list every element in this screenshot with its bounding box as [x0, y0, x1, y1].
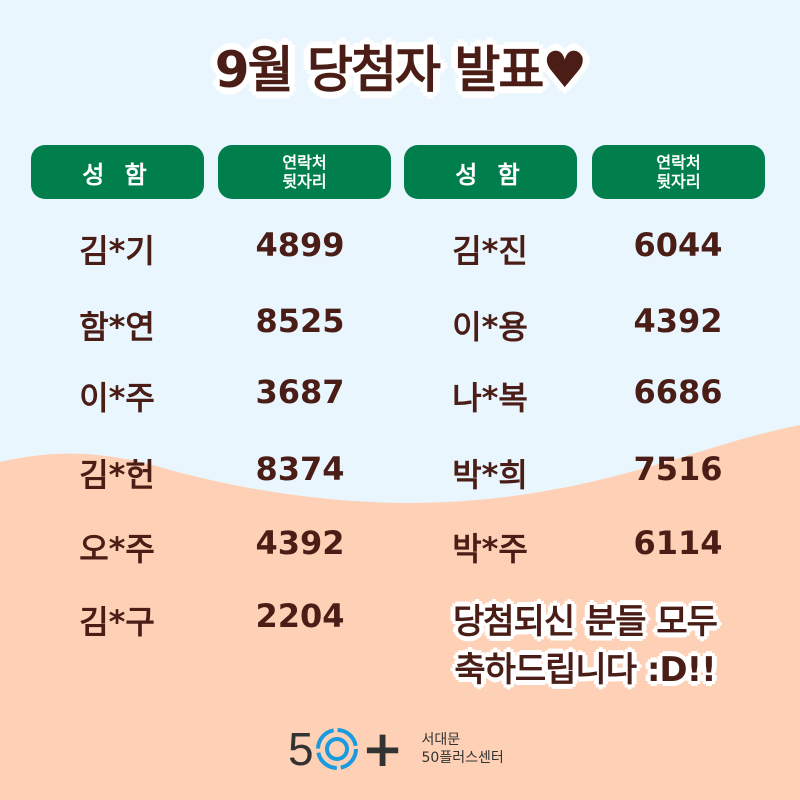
- header-phone-line2: 뒷자리: [282, 172, 327, 191]
- logo-plus: +: [361, 720, 404, 778]
- winner-name: 함*연: [79, 308, 155, 346]
- winner-phone: 6114: [633, 524, 723, 562]
- winner-name: 김*기: [79, 232, 155, 270]
- header-phone-line2: 뒷자리: [656, 172, 701, 191]
- winner-name: 이*주: [79, 379, 155, 417]
- winner-phone: 4392: [255, 524, 345, 562]
- winner-name: 김*진: [452, 232, 528, 270]
- winner-phone: 2204: [255, 597, 345, 635]
- logo-line1: 서대문: [421, 732, 461, 748]
- logo: 5 + 서대문 50플러스센터: [288, 722, 504, 776]
- header-phone: 연락처 뒷자리: [218, 145, 391, 199]
- logo-five: 5: [288, 723, 314, 775]
- winner-phone: 4899: [255, 226, 345, 264]
- winner-name: 김*구: [79, 603, 155, 641]
- winner-phone: 6686: [633, 373, 723, 411]
- winner-phone: 8374: [255, 450, 345, 488]
- winner-name: 박*주: [452, 530, 528, 568]
- winner-name: 이*용: [452, 308, 528, 346]
- message-line1: 당첨되신 분들 모두: [453, 602, 718, 642]
- winner-phone: 8525: [255, 302, 345, 340]
- page-title: 9월 당첨자 발표♥: [214, 41, 587, 99]
- winner-name: 김*헌: [79, 456, 155, 494]
- winner-name: 박*희: [452, 456, 528, 494]
- winner-name: 오*주: [79, 530, 155, 568]
- header-name: 성 함: [404, 145, 577, 199]
- header-phone: 연락처 뒷자리: [592, 145, 765, 199]
- header-phone-line1: 연락처: [282, 153, 327, 172]
- header-phone-line1: 연락처: [656, 153, 701, 172]
- winner-phone: 4392: [633, 302, 723, 340]
- winner-phone: 7516: [633, 450, 723, 488]
- winner-phone: 6044: [633, 226, 723, 264]
- logo-line2: 50플러스센터: [421, 750, 504, 766]
- header-name: 성 함: [31, 145, 204, 199]
- congratulations-message: 당첨되신 분들 모두 축하드립니다 :D!!: [410, 598, 760, 694]
- winner-name: 나*복: [452, 379, 528, 417]
- logo-ring-icon: [315, 728, 358, 770]
- message-line2: 축하드립니다 :D!!: [454, 650, 716, 690]
- winner-phone: 3687: [255, 373, 345, 411]
